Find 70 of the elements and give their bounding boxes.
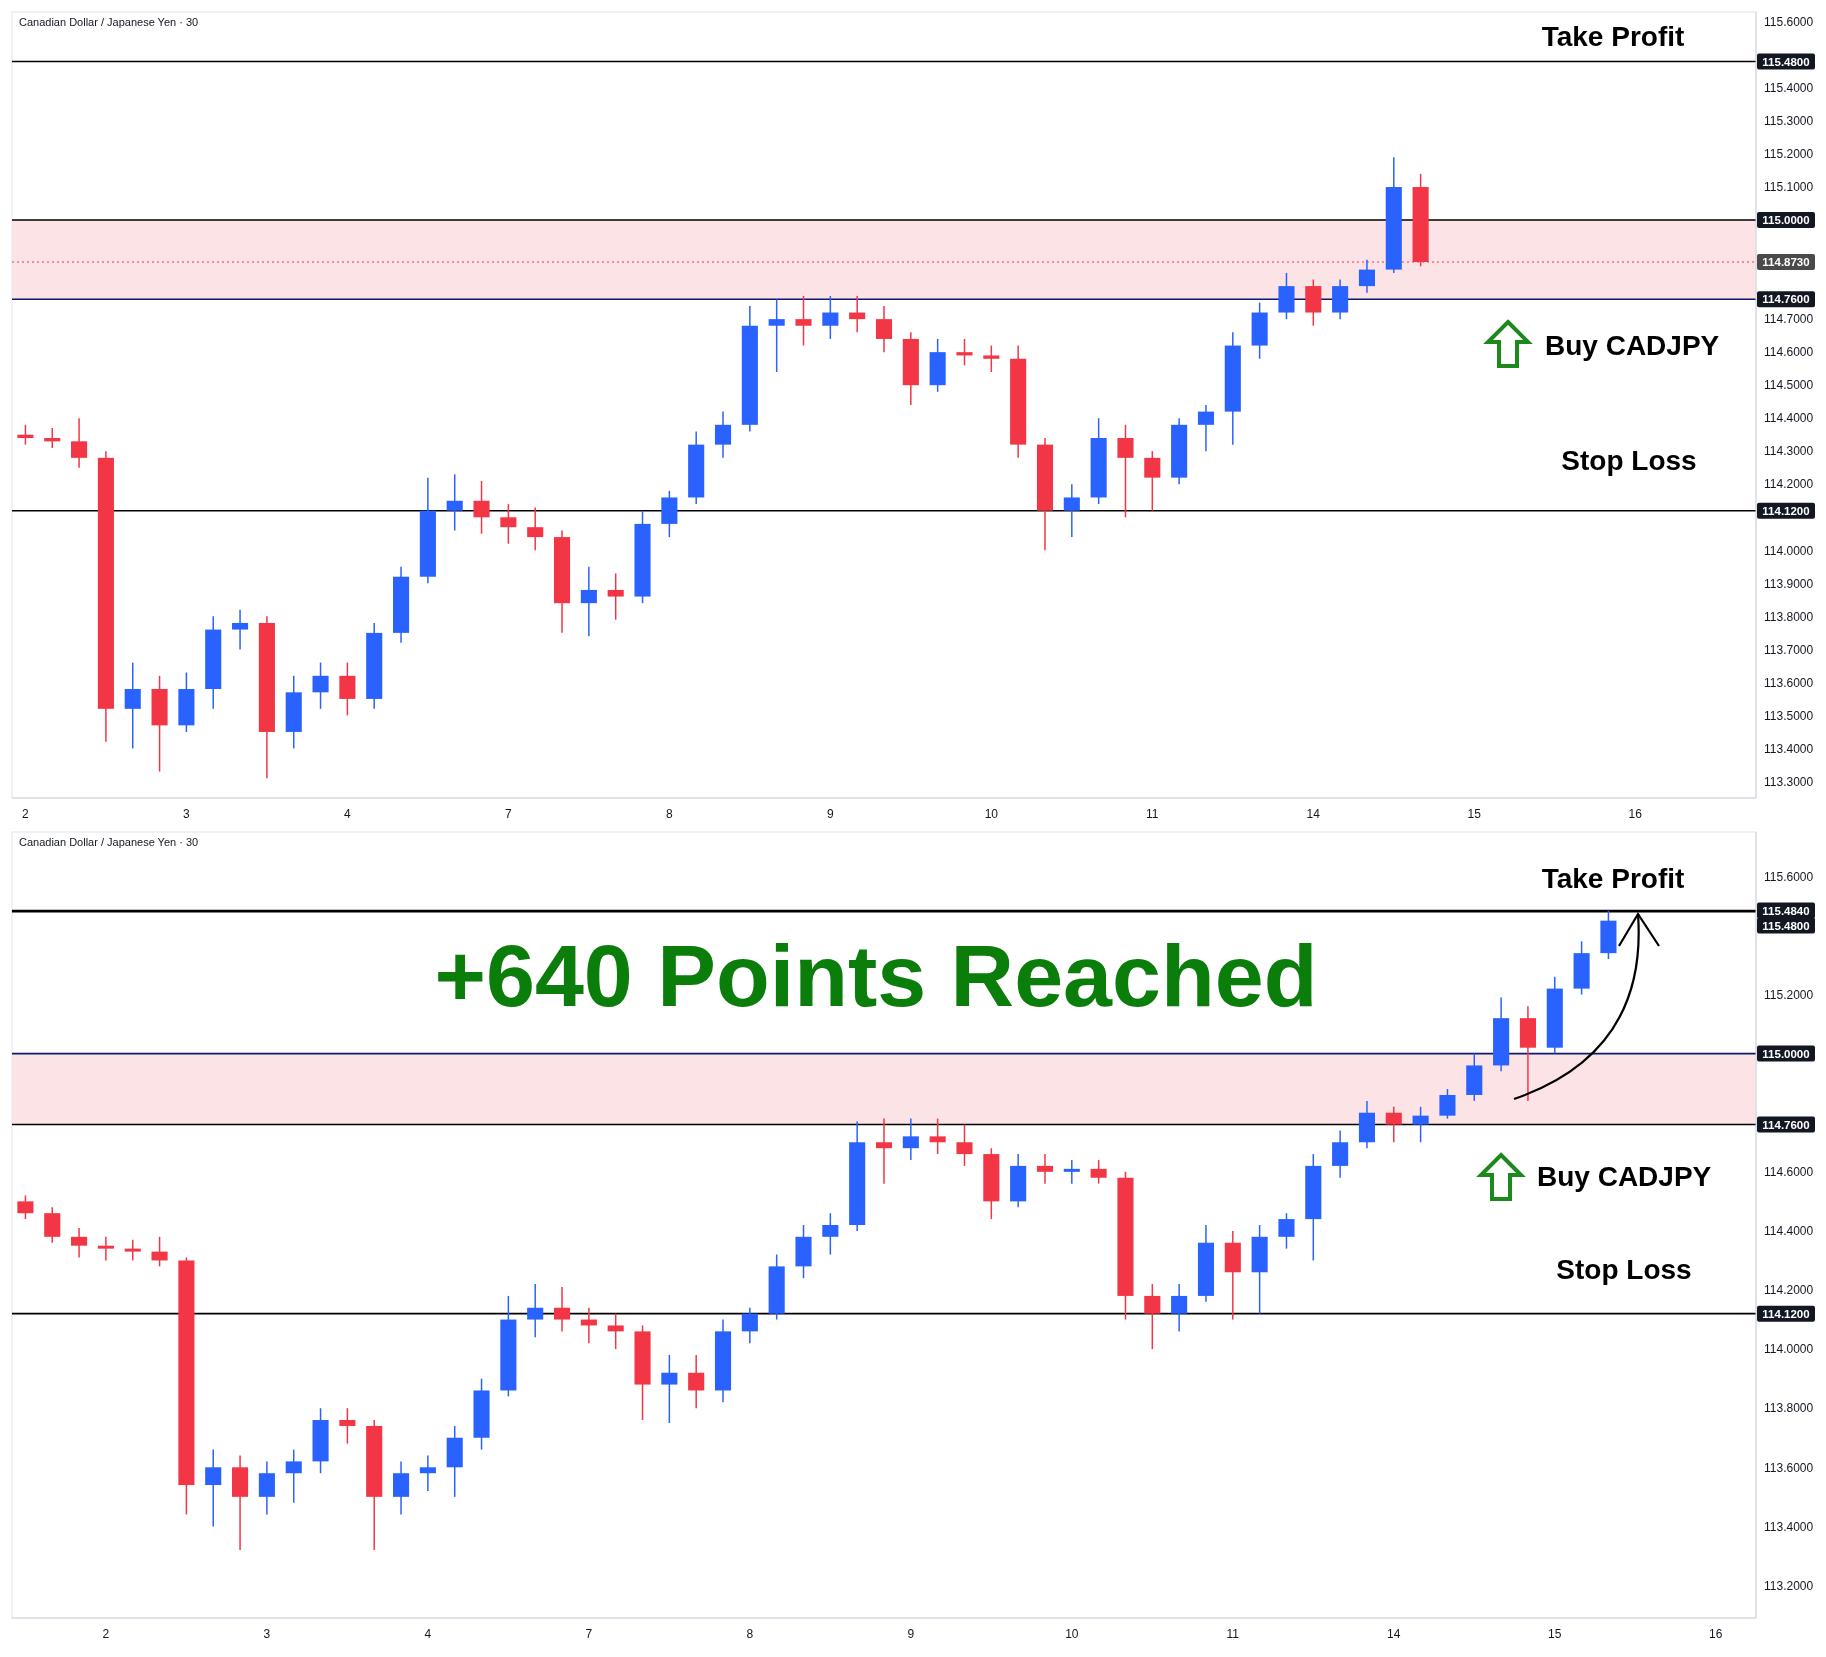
y-tick-label: 113.8000 <box>1764 1401 1814 1416</box>
x-tick-label: 4 <box>344 807 352 821</box>
y-tick-label: 113.6000 <box>1764 1460 1814 1475</box>
x-tick-label: 15 <box>1548 1627 1562 1641</box>
y-tick-label: 115.6000 <box>1764 15 1814 30</box>
x-tick-label: 11 <box>1226 1627 1240 1641</box>
annotation: +640 Points Reached <box>434 926 1318 1025</box>
y-tick-label: 114.7000 <box>1764 312 1814 327</box>
x-tick-label: 14 <box>1306 807 1321 821</box>
annotation: Stop Loss <box>1556 1254 1692 1285</box>
ref-line-label: 115.4800 <box>1762 55 1810 68</box>
y-tick-label: 114.5000 <box>1764 378 1814 393</box>
ref-line-label: 114.8730 <box>1762 256 1810 269</box>
x-tick-label: 16 <box>1709 1627 1723 1641</box>
y-tick-label: 113.2000 <box>1764 1578 1814 1593</box>
y-tick-label: 114.6000 <box>1764 1165 1814 1180</box>
y-tick-label: 114.2000 <box>1764 477 1814 492</box>
ref-line-label: 114.1200 <box>1762 504 1810 517</box>
x-tick-label: 8 <box>746 1627 754 1641</box>
y-tick-label: 113.4000 <box>1764 1519 1814 1534</box>
ref-line-label: 115.4840 <box>1762 904 1810 917</box>
ref-line-label: 115.0000 <box>1762 1047 1810 1060</box>
annotation: Stop Loss <box>1561 445 1697 476</box>
y-tick-label: 114.2000 <box>1764 1283 1814 1298</box>
y-tick-label: 114.6000 <box>1764 345 1814 360</box>
y-tick-label: 113.4000 <box>1764 741 1814 756</box>
y-tick-label: 113.9000 <box>1764 576 1814 591</box>
y-tick-label: 115.1000 <box>1764 180 1814 195</box>
x-tick-label: 3 <box>183 807 191 821</box>
annotation: Buy CADJPY <box>1537 1161 1712 1192</box>
x-tick-label: 3 <box>263 1627 271 1641</box>
x-tick-label: 14 <box>1387 1627 1401 1641</box>
y-tick-label: 113.5000 <box>1764 708 1814 723</box>
y-tick-label: 114.0000 <box>1764 543 1814 558</box>
x-tick-label: 7 <box>505 807 513 821</box>
x-tick-label: 10 <box>984 807 999 821</box>
ref-line-label: 115.4800 <box>1762 919 1810 932</box>
y-tick-label: 113.6000 <box>1764 675 1814 690</box>
annotation: Take Profit <box>1541 863 1685 894</box>
y-tick-label: 114.4000 <box>1764 411 1814 426</box>
y-tick-label: 114.0000 <box>1764 1342 1814 1357</box>
x-tick-label: 2 <box>22 807 30 821</box>
y-tick-label: 113.8000 <box>1764 609 1814 624</box>
y-tick-label: 115.2000 <box>1764 147 1814 162</box>
annotation: Buy CADJPY <box>1545 330 1720 361</box>
chart-title: Canadian Dollar / Japanese Yen · 30 <box>19 836 199 848</box>
x-tick-label: 9 <box>826 807 834 821</box>
annotation: Take Profit <box>1541 21 1685 52</box>
x-tick-label: 15 <box>1467 807 1482 821</box>
ref-line-label: 114.1200 <box>1762 1307 1810 1320</box>
x-tick-label: 16 <box>1628 807 1643 821</box>
ref-line-label: 114.7600 <box>1762 1118 1810 1131</box>
y-tick-label: 114.4000 <box>1764 1224 1814 1239</box>
y-tick-label: 115.6000 <box>1764 869 1814 884</box>
y-tick-label: 113.3000 <box>1764 774 1814 789</box>
chart-title: Canadian Dollar / Japanese Yen · 30 <box>19 16 199 28</box>
x-tick-label: 4 <box>424 1627 432 1641</box>
x-tick-label: 2 <box>102 1627 110 1641</box>
x-tick-label: 9 <box>907 1627 915 1641</box>
x-tick-label: 10 <box>1065 1627 1079 1641</box>
y-tick-label: 114.3000 <box>1764 444 1814 459</box>
y-tick-label: 115.3000 <box>1764 114 1814 129</box>
x-tick-label: 8 <box>666 807 674 821</box>
y-tick-label: 113.7000 <box>1764 642 1814 657</box>
x-tick-label: 7 <box>585 1627 593 1641</box>
y-tick-label: 115.2000 <box>1764 987 1814 1002</box>
x-tick-label: 11 <box>1146 807 1159 821</box>
ref-line-label: 114.7600 <box>1762 293 1810 306</box>
y-tick-label: 115.4000 <box>1764 81 1814 96</box>
ref-line-label: 115.0000 <box>1762 214 1810 227</box>
